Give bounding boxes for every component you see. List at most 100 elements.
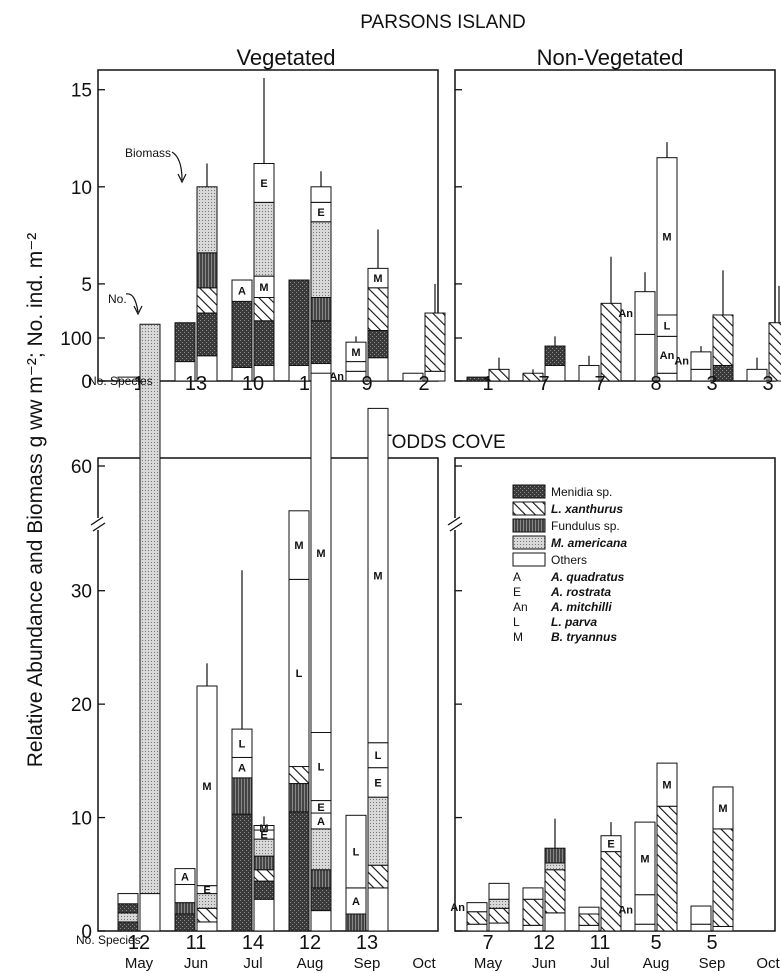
bar-segment bbox=[488, 907, 510, 924]
month-label: May bbox=[125, 955, 154, 972]
legend-code: An bbox=[513, 600, 528, 614]
species-count: 13 bbox=[356, 932, 378, 954]
bar-segment bbox=[174, 902, 196, 915]
segment-label: E bbox=[374, 777, 381, 789]
legend-species: L. parva bbox=[551, 615, 597, 629]
bar-segment bbox=[196, 252, 218, 289]
bar-segment bbox=[634, 923, 656, 932]
segment-label: An bbox=[660, 350, 675, 362]
bar-segment bbox=[345, 361, 367, 372]
y-tick-label: 20 bbox=[71, 695, 92, 716]
bar-segment bbox=[712, 314, 734, 366]
bar-segment bbox=[522, 924, 544, 932]
species-count: 12 bbox=[128, 932, 150, 954]
bar-segment bbox=[634, 894, 656, 925]
segment-label: L bbox=[664, 321, 671, 333]
segment-label: A bbox=[238, 763, 246, 775]
bar-segment bbox=[253, 296, 275, 322]
species-count: 5 bbox=[706, 932, 717, 954]
segment-label: L bbox=[318, 762, 325, 774]
species-count: 12 bbox=[299, 932, 321, 954]
bar-segment bbox=[634, 291, 656, 335]
segment-label: An bbox=[674, 356, 689, 368]
species-count: 1 bbox=[482, 373, 493, 395]
bar-segment bbox=[466, 911, 488, 925]
bar-segment bbox=[174, 883, 196, 904]
axis-break-mark bbox=[449, 522, 463, 532]
bar-segment bbox=[310, 910, 332, 932]
habitat-title-parsons-nonveg: Non-Vegetated bbox=[537, 45, 684, 70]
bar-segment bbox=[310, 296, 332, 322]
segment-label: An bbox=[618, 308, 633, 320]
legend-species: A. mitchilli bbox=[550, 600, 612, 614]
bar-segment bbox=[310, 869, 332, 889]
segment-label: An bbox=[329, 371, 344, 383]
bar-segment bbox=[544, 862, 566, 871]
month-label: Aug bbox=[297, 955, 324, 972]
site-title-parsons: PARSONS ISLAND bbox=[360, 12, 525, 33]
legend-species: A. quadratus bbox=[550, 570, 625, 584]
bar-segment bbox=[690, 905, 712, 925]
legend-code: M bbox=[513, 630, 523, 644]
site-title-todds: TODDS COVE bbox=[380, 432, 505, 453]
segment-label: M bbox=[259, 823, 268, 835]
bar-segment bbox=[253, 855, 275, 871]
bar-segment bbox=[117, 903, 139, 914]
bar-segment bbox=[544, 847, 566, 864]
bar-segment bbox=[600, 851, 622, 932]
segment-label: M bbox=[373, 273, 382, 285]
segment-label: E bbox=[317, 802, 324, 814]
segment-label: M bbox=[373, 571, 382, 583]
segment-label: M bbox=[202, 781, 211, 793]
bar-segment bbox=[367, 864, 389, 889]
segment-label: A bbox=[238, 286, 246, 298]
segment-label: L bbox=[375, 750, 382, 762]
legend-entry: Fundulus sp. bbox=[551, 519, 620, 533]
month-label: Jun bbox=[532, 955, 556, 972]
segment-label: M bbox=[662, 780, 671, 792]
species-label-parsons: No. Species bbox=[88, 374, 153, 388]
segment-label: E bbox=[317, 207, 324, 219]
bar-segment bbox=[310, 320, 332, 365]
bar-segment bbox=[288, 510, 310, 580]
y-tick-label: 0 bbox=[81, 922, 92, 943]
species-count: 3 bbox=[762, 373, 773, 395]
axis-break-mark bbox=[92, 522, 106, 532]
bar-segment bbox=[288, 279, 310, 366]
species-count: 9 bbox=[361, 373, 372, 395]
bar-segment bbox=[174, 913, 196, 932]
bar-segment bbox=[253, 320, 275, 366]
legend-swatch bbox=[512, 552, 546, 567]
species-count: 2 bbox=[418, 373, 429, 395]
species-count: 11 bbox=[186, 932, 207, 954]
segment-label: L bbox=[353, 847, 360, 859]
bar-segment bbox=[424, 312, 446, 372]
species-count: 13 bbox=[185, 373, 207, 395]
species-count: 14 bbox=[242, 932, 264, 954]
bar-segment bbox=[196, 921, 218, 932]
segment-label: M bbox=[351, 347, 360, 359]
segment-label: M bbox=[662, 231, 671, 243]
species-count: 7 bbox=[594, 373, 605, 395]
month-label: Sep bbox=[354, 955, 381, 972]
bar-segment bbox=[488, 882, 510, 900]
species-count: 5 bbox=[650, 932, 661, 954]
bar-segment bbox=[196, 312, 218, 357]
bar-segment bbox=[253, 880, 275, 900]
bar-segment bbox=[488, 922, 510, 932]
legend-code: E bbox=[513, 585, 521, 599]
bar-segment bbox=[367, 407, 389, 744]
species-count: 10 bbox=[242, 373, 264, 395]
annotation-no-arrowhead bbox=[133, 305, 143, 316]
legend-entry: Others bbox=[551, 553, 587, 567]
bar-segment bbox=[578, 906, 600, 915]
y-tick-label: 30 bbox=[71, 582, 92, 603]
bar-segment bbox=[231, 777, 253, 815]
bar-segment bbox=[196, 287, 218, 314]
axis-break-gap bbox=[92, 518, 104, 530]
y-tick-label: 5 bbox=[81, 275, 92, 296]
bar-segment bbox=[253, 201, 275, 277]
